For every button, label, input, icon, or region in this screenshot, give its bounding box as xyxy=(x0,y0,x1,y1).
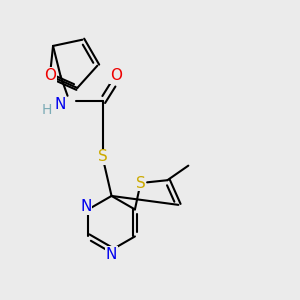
Text: H: H xyxy=(42,103,52,117)
Text: O: O xyxy=(110,68,122,83)
Text: S: S xyxy=(136,176,146,190)
Text: N: N xyxy=(106,247,117,262)
Text: N: N xyxy=(80,199,92,214)
Text: S: S xyxy=(98,149,107,164)
Text: O: O xyxy=(44,68,56,83)
Text: N: N xyxy=(54,97,66,112)
